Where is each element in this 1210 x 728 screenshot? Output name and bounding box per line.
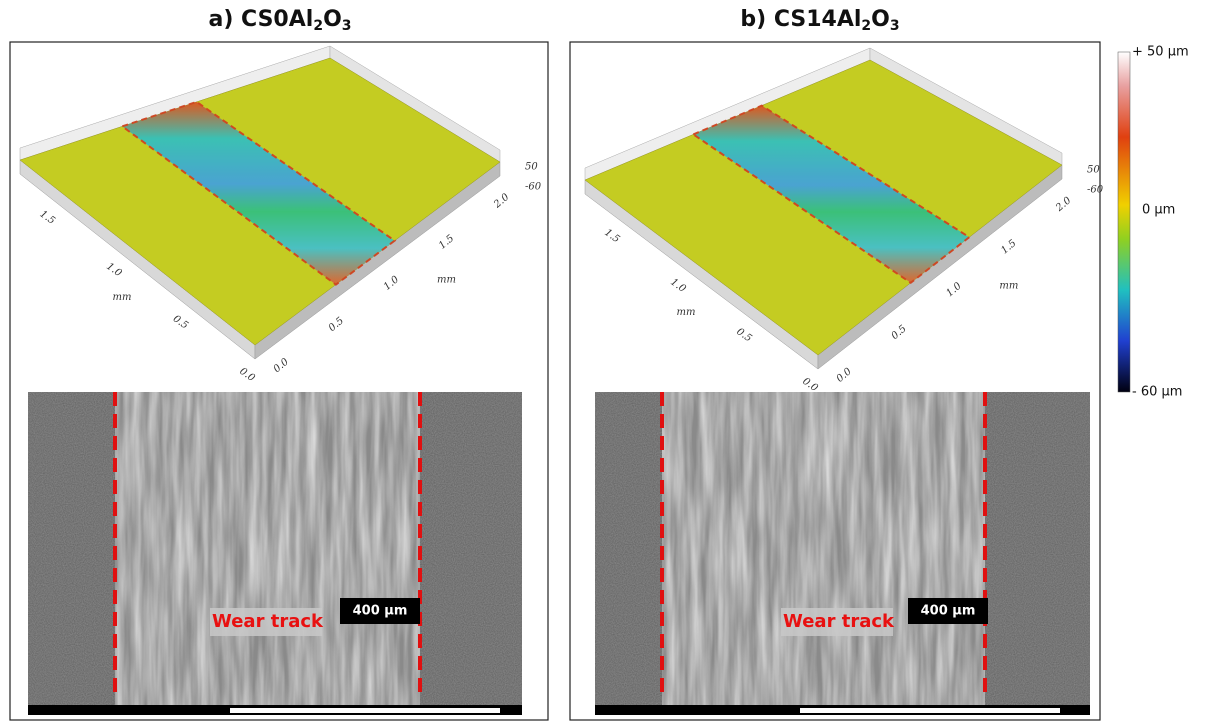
scale-bg <box>908 598 988 624</box>
wear-track-3d <box>691 104 972 285</box>
axis-tick-label: 0.0 <box>272 356 292 375</box>
axis-tick-label: 0.5 <box>327 315 346 334</box>
axis-unit: mm <box>113 292 132 303</box>
panel-frame <box>9 41 549 721</box>
scale-bg <box>340 598 420 624</box>
label-bg <box>781 608 893 636</box>
axis-tick-label: 1.5 <box>999 238 1018 257</box>
scale-bar <box>800 708 1060 713</box>
axis-tick-label: 2.0 <box>1053 195 1074 215</box>
title-part: a) CS0Al <box>208 7 313 32</box>
axis-tick-label: 1.5 <box>602 227 621 245</box>
axis-tick-label: 1.0 <box>668 277 688 295</box>
title-part: 3 <box>890 18 900 34</box>
axis-tick-label: 0.0 <box>800 376 820 394</box>
axis-tick-label: 0.5 <box>171 314 190 332</box>
axis-tick-label: 1.5 <box>38 209 57 227</box>
axis-tick-label: 0.5 <box>734 326 753 344</box>
wear-track-label: Wear track <box>783 611 895 632</box>
axis-unit: mm <box>999 281 1018 292</box>
title-part: 2 <box>861 18 871 34</box>
z-tick-label: -60 <box>1087 185 1104 196</box>
axis-tick-label: 0.0 <box>835 366 855 385</box>
panel-frame <box>569 41 1101 721</box>
colorbar <box>1117 51 1131 393</box>
title-part: O <box>871 7 890 32</box>
scale-bar <box>230 708 500 713</box>
axis-tick-label: 0.0 <box>237 366 257 384</box>
colorbar-label: - 60 µm <box>1132 385 1182 400</box>
panel-title: b) CS14Al2O3 <box>740 7 899 34</box>
axis-tick-label: 2.0 <box>491 191 512 211</box>
label-bg <box>210 608 322 636</box>
wear-track-label: Wear track <box>212 611 324 632</box>
wear-track-3d <box>120 100 397 286</box>
colorbar-label: + 50 µm <box>1132 45 1189 60</box>
axis-tick-label: 1.0 <box>382 274 402 293</box>
axis-unit: mm <box>677 307 696 318</box>
title-part: 3 <box>342 18 352 34</box>
axis-tick-label: 1.0 <box>104 261 124 279</box>
axis-tick-label: 0.5 <box>889 323 908 342</box>
title-part: O <box>323 7 342 32</box>
z-tick-label: -60 <box>525 182 542 193</box>
axis-tick-label: 1.0 <box>944 280 964 299</box>
sem-track-texture <box>662 392 985 715</box>
z-tick-label: 50 <box>1087 165 1100 176</box>
colorbar-label: 0 µm <box>1142 203 1175 218</box>
panel-title: a) CS0Al2O3 <box>208 7 351 34</box>
axis-tick-label: 1.5 <box>437 233 456 252</box>
z-tick-label: 50 <box>525 162 538 173</box>
scale-label: 400 µm <box>921 604 976 619</box>
scale-label: 400 µm <box>353 604 408 619</box>
title-part: 2 <box>313 18 323 34</box>
axis-unit: mm <box>437 275 456 286</box>
title-part: b) CS14Al <box>740 7 861 32</box>
sem-track-texture <box>115 392 420 715</box>
